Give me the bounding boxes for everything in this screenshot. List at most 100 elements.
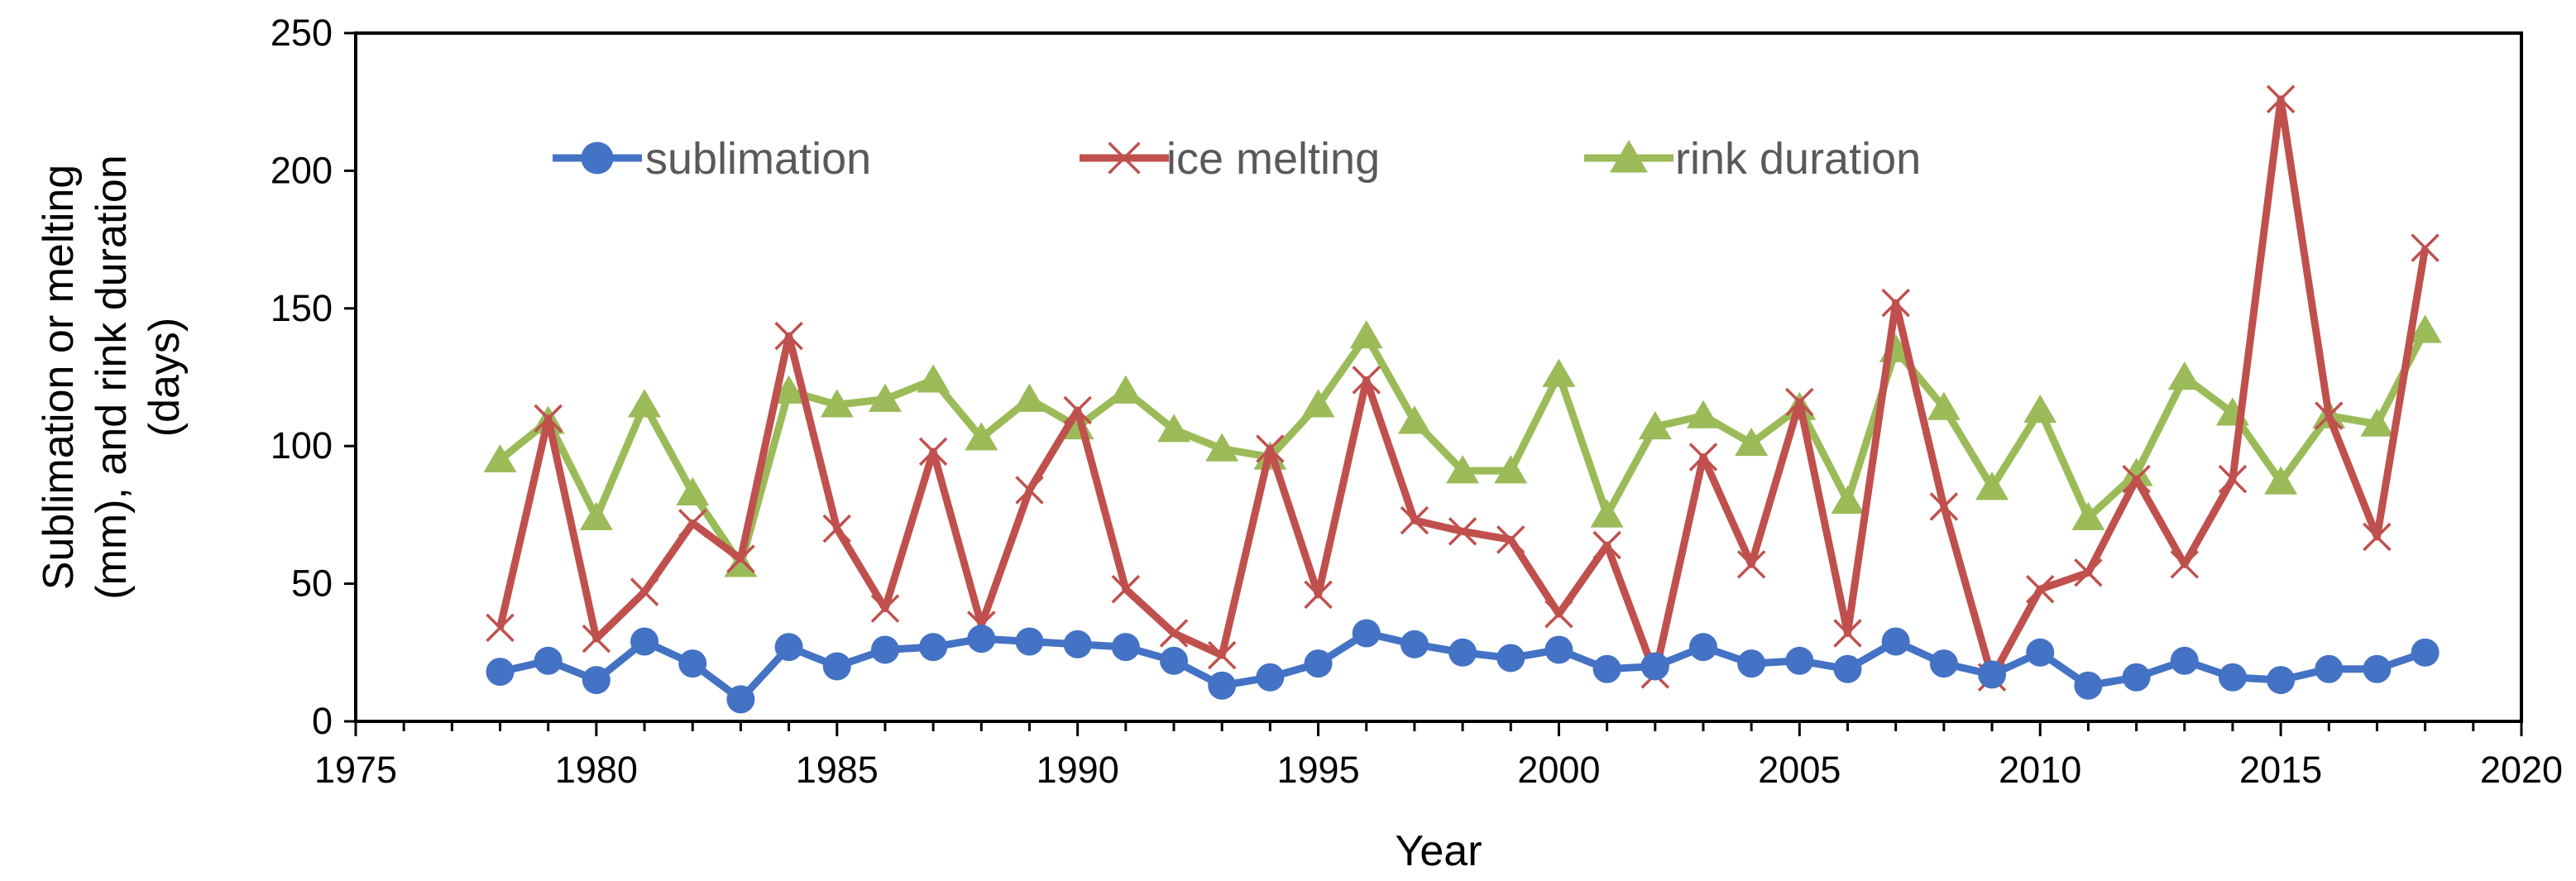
data-point	[2074, 558, 2103, 587]
data-point	[2170, 646, 2199, 675]
x-tick-label: 2005	[1758, 749, 1841, 791]
data-point	[1686, 400, 1720, 429]
data-point	[2363, 522, 2392, 552]
data-point	[2071, 501, 2105, 530]
x-tick-label: 1990	[1037, 749, 1119, 791]
y-tick-label: 250	[271, 12, 333, 54]
data-point	[2411, 638, 2440, 667]
y-tick-label: 50	[291, 563, 333, 605]
x-tick-label: 1985	[796, 749, 879, 791]
data-point	[1833, 654, 1862, 683]
data-point	[822, 652, 851, 681]
x-tick-label: 2020	[2480, 749, 2563, 791]
data-point	[1013, 383, 1046, 412]
data-point	[870, 635, 899, 664]
data-point	[630, 577, 659, 606]
data-point	[2119, 457, 2153, 486]
data-point	[1157, 414, 1191, 443]
data-point	[2026, 638, 2055, 667]
x-tick-label: 2000	[1517, 749, 1600, 791]
legend-item-rink-duration: rink duration	[1584, 134, 1921, 184]
data-point	[870, 594, 900, 623]
data-point	[534, 404, 563, 433]
data-point	[628, 389, 662, 418]
data-point	[2315, 654, 2344, 683]
data-point	[581, 141, 614, 175]
data-point	[1352, 366, 1381, 395]
data-point	[1159, 619, 1189, 648]
data-point	[2408, 314, 2442, 343]
data-point	[1833, 619, 1862, 648]
data-point	[486, 658, 515, 687]
data-point	[1496, 525, 1525, 554]
data-point	[1592, 654, 1621, 683]
data-point	[1301, 389, 1335, 418]
y-tick-label: 100	[271, 424, 333, 467]
series-sublimation	[486, 619, 2440, 714]
data-point	[630, 627, 659, 656]
data-point	[918, 437, 948, 467]
data-point	[1208, 671, 1237, 700]
data-point	[582, 624, 611, 654]
data-point	[1785, 387, 1814, 417]
data-point	[1736, 550, 1766, 579]
data-point	[1256, 434, 1285, 463]
data-point	[1929, 492, 1959, 521]
data-point	[2167, 361, 2201, 390]
data-point	[1975, 472, 2009, 500]
data-point	[1111, 633, 1140, 662]
data-point	[726, 685, 755, 714]
data-point	[1108, 375, 1142, 404]
data-point	[1785, 646, 1814, 675]
data-point	[1929, 649, 1958, 678]
data-point	[2023, 394, 2057, 424]
data-point	[1831, 485, 1865, 514]
data-point	[2122, 464, 2151, 494]
data-point	[2025, 575, 2055, 604]
data-point	[1737, 649, 1766, 678]
data-point	[483, 443, 517, 473]
data-point	[2218, 464, 2248, 494]
x-tick-label: 2010	[1999, 749, 2081, 791]
data-point	[1496, 644, 1525, 673]
data-point	[1544, 635, 1573, 664]
data-point	[2264, 466, 2298, 495]
series-group	[483, 84, 2442, 714]
data-point	[1688, 633, 1717, 662]
data-point	[1108, 141, 1141, 175]
data-point	[1205, 433, 1239, 462]
data-point	[1304, 580, 1333, 610]
data-point	[2218, 663, 2247, 692]
data-point	[2315, 401, 2344, 430]
data-point	[579, 501, 613, 530]
data-point	[1448, 638, 1477, 667]
data-point	[820, 389, 854, 418]
data-point	[919, 633, 948, 662]
data-point	[2074, 671, 2103, 700]
y-axis-title-line: (mm), and rink duration	[88, 155, 136, 600]
data-point	[1400, 505, 1429, 535]
axis-ticks: 0 50 100 150 200 250 1975 1980 1985 1990 1995 2000 2…	[271, 12, 2563, 791]
data-point	[868, 383, 902, 412]
data-point	[1881, 288, 1910, 318]
legend-label: rink duration	[1675, 134, 1921, 184]
data-point	[676, 476, 710, 505]
data-point	[724, 548, 758, 577]
data-point	[534, 646, 563, 675]
data-point	[2363, 654, 2392, 683]
data-point	[1015, 627, 1044, 656]
data-point	[1160, 646, 1189, 675]
data-point	[2360, 408, 2394, 437]
x-tick-label: 1975	[314, 749, 397, 791]
data-point	[822, 514, 852, 543]
legend: sublimation ice melting rink duration	[553, 134, 1921, 184]
data-point	[1735, 427, 1769, 457]
data-point	[1207, 640, 1237, 670]
legend-item-ice-melting: ice melting	[1080, 134, 1380, 184]
data-point	[774, 321, 803, 351]
data-point	[678, 649, 707, 678]
data-point	[1494, 455, 1528, 484]
legend-item-sublimation: sublimation	[553, 134, 871, 184]
data-point	[726, 544, 755, 573]
